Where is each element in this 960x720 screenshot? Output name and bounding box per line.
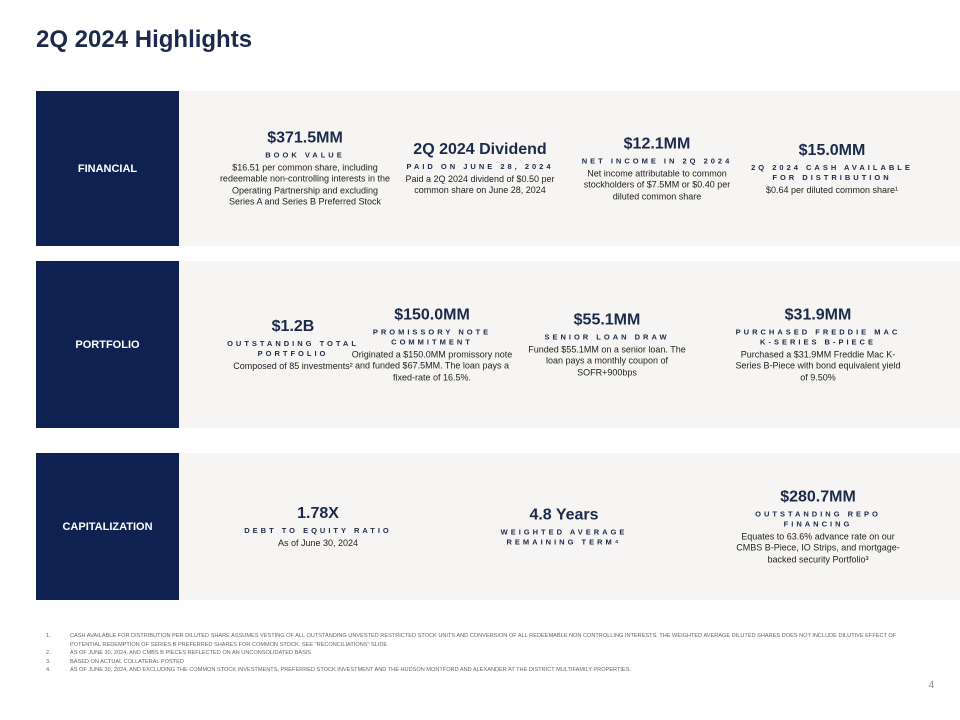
highlight-value: $150.0MM <box>394 305 470 323</box>
highlight-value: 4.8 Years <box>529 506 599 523</box>
highlight-text: $0.64 per diluted common share¹ <box>765 184 899 195</box>
highlight-value: $1.2B <box>271 317 315 335</box>
section: CAPITALIZATION 1.78X DEBT TO EQUITY RATIO A… <box>36 453 960 600</box>
highlight-caption: PURCHASED FREDDIE MAC K-SERIES B-PIECE <box>735 326 901 346</box>
footnote-text: AS OF JUNE 30, 2024, AND CMBS B PIECES R… <box>70 650 312 656</box>
highlight-value: $12.1MM <box>623 134 691 152</box>
section: PORTFOLIO $1.2B OUTSTANDING TOTAL PORTFOLI… <box>36 261 960 428</box>
footnote-text: AS OF JUNE 30, 2024, AND EXCLUDING THE C… <box>70 667 631 673</box>
highlight: 2Q 2024 Dividend PAID ON JUNE 28, 2024 Pai… <box>394 141 566 197</box>
highlight: 1.78X DEBT TO EQUITY RATIO As of June 30, … <box>232 504 404 549</box>
footnote-marker: 1. <box>46 633 51 639</box>
highlight-caption: BOOK VALUE <box>265 150 345 159</box>
highlight: $12.1MM NET INCOME IN 2Q 2024 Net income a… <box>571 135 743 203</box>
highlight-caption: 2Q 2024 CASH AVAILABLE FOR DISTRIBUTION <box>751 162 913 182</box>
highlight-text: Equates to 63.6% advance rate on our CMB… <box>736 530 900 564</box>
highlight: $150.0MM PROMISSORY NOTE COMMITMENT Origin… <box>346 306 518 384</box>
highlight-text: Paid a 2Q 2024 dividend of $0.50 per com… <box>405 173 555 196</box>
highlight-text: Funded $55.1MM on a senior loan. The loa… <box>528 343 686 377</box>
highlight-text: Originated a $150.0MM promissory note an… <box>351 348 513 382</box>
highlight-value: $371.5MM <box>267 129 343 146</box>
footnote-text: CASH AVAILABLE FOR DISTRIBUTION PER DILU… <box>70 633 897 648</box>
page-number: 4 <box>928 680 934 691</box>
slide-title: 2Q 2024 Highlights <box>36 26 253 53</box>
highlight-caption: OUTSTANDING TOTAL PORTFOLIO <box>227 338 359 358</box>
highlight-value: 1.78X <box>297 504 339 522</box>
footnote: 4. AS OF JUNE 30, 2024, AND EXCLUDING THE… <box>46 666 926 675</box>
highlight-caption: NET INCOME IN 2Q 2024 <box>581 155 733 165</box>
footnotes: 1. CASH AVAILABLE FOR DISTRIBUTION PER DI… <box>46 632 926 675</box>
highlight-value: $15.0MM <box>798 141 866 159</box>
footnote: 2. AS OF JUNE 30, 2024, AND CMBS B PIECES… <box>46 649 926 658</box>
highlight-text: $16.51 per common share, including redee… <box>219 162 391 207</box>
footnote-text: BASED ON ACTUAL COLLATERAL POSTED <box>70 658 184 665</box>
highlight-value: 2Q 2024 Dividend <box>413 140 547 158</box>
section-label: FINANCIAL <box>36 91 179 246</box>
highlight-caption: DEBT TO EQUITY RATIO <box>244 525 392 535</box>
highlight-text: Composed of 85 investments² <box>233 360 353 371</box>
highlight: $280.7MM OUTSTANDING REPO FINANCING Equate… <box>732 488 904 566</box>
section-panel: $371.5MM BOOK VALUE $16.51 per common shar… <box>179 91 960 246</box>
highlight-caption: WEIGHTED AVERAGE REMAINING TERM⁴ <box>500 527 628 546</box>
footnote: 3. BASED ON ACTUAL COLLATERAL POSTED <box>46 658 926 667</box>
highlight: $15.0MM 2Q 2024 CASH AVAILABLE FOR DISTRI… <box>746 141 918 196</box>
highlight-text: Purchased a $31.9MM Freddie Mac K-Series… <box>735 348 901 382</box>
highlight-caption: SENIOR LOAN DRAW <box>544 331 670 341</box>
highlight-text: As of June 30, 2024 <box>277 537 359 548</box>
section: FINANCIAL $371.5MM BOOK VALUE $16.51 per co… <box>36 91 960 246</box>
section-panel: $1.2B OUTSTANDING TOTAL PORTFOLIO Composed… <box>179 261 960 428</box>
highlight: $371.5MM BOOK VALUE $16.51 per common shar… <box>219 129 391 208</box>
highlight-text: Net income attributable to common stockh… <box>583 167 731 201</box>
footnote-marker: 3. <box>46 658 51 665</box>
footnote-marker: 4. <box>46 667 51 673</box>
highlight-value: $55.1MM <box>573 310 641 328</box>
highlight-caption: PROMISSORY NOTE COMMITMENT <box>372 326 492 346</box>
highlight-caption: PAID ON JUNE 28, 2024 <box>406 161 554 171</box>
highlight-value: $31.9MM <box>784 305 852 323</box>
section-label: CAPITALIZATION <box>36 453 179 600</box>
footnote-marker: 2. <box>46 650 51 656</box>
footnote: 1. CASH AVAILABLE FOR DISTRIBUTION PER DI… <box>46 632 926 649</box>
highlight: 4.8 Years WEIGHTED AVERAGE REMAINING TERM… <box>478 506 650 547</box>
highlight-value: $280.7MM <box>780 487 856 505</box>
section-panel: 1.78X DEBT TO EQUITY RATIO As of June 30, … <box>179 453 960 600</box>
highlight: $55.1MM SENIOR LOAN DRAW Funded $55.1MM on… <box>521 311 693 379</box>
highlight-caption: OUTSTANDING REPO FINANCING <box>755 508 881 528</box>
highlight: $31.9MM PURCHASED FREDDIE MAC K-SERIES B-… <box>732 306 904 384</box>
highlight: $1.2B OUTSTANDING TOTAL PORTFOLIO Composed… <box>207 317 379 372</box>
section-label: PORTFOLIO <box>36 261 179 428</box>
